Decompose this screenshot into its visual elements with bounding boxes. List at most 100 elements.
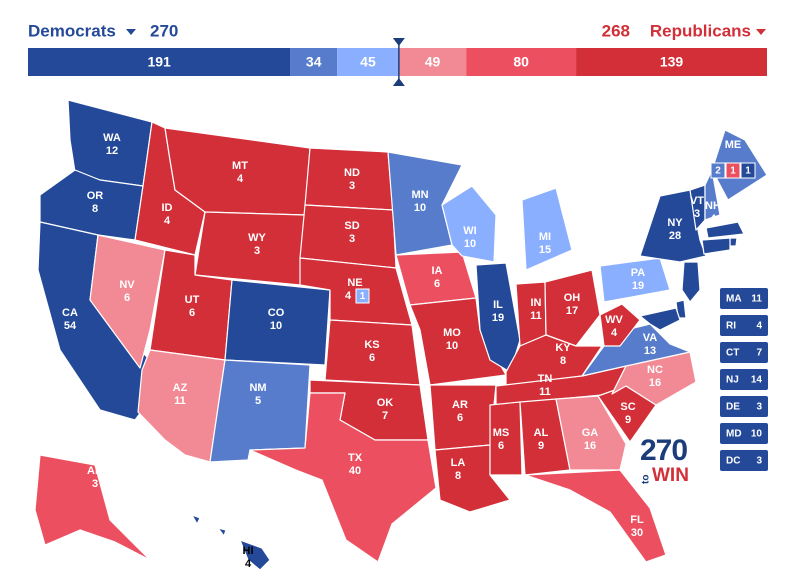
state-ev: 16 <box>649 377 661 389</box>
state[interactable] <box>521 187 573 271</box>
small-state[interactable] <box>639 307 681 331</box>
state-ev: 6 <box>498 440 504 452</box>
small-state-box[interactable] <box>720 396 768 417</box>
rating-value: 139 <box>660 54 684 70</box>
state-label: GA <box>582 427 599 439</box>
state[interactable] <box>194 211 306 286</box>
small-state-box[interactable] <box>720 342 768 363</box>
state-label: IA <box>432 265 443 277</box>
state-label: NM <box>249 382 266 394</box>
state-ev: 3 <box>349 180 355 192</box>
state-label: NC <box>647 364 663 376</box>
state-ev: 5 <box>255 395 261 407</box>
small-state-box[interactable] <box>720 288 768 309</box>
state-ev: 28 <box>669 230 681 242</box>
dropdown-caret[interactable] <box>756 29 766 35</box>
state-label: NY <box>667 217 683 229</box>
state-label: HI <box>243 545 254 557</box>
state[interactable] <box>249 392 437 563</box>
rating-value: 191 <box>147 54 171 70</box>
small-state-ev: 4 <box>756 321 762 332</box>
state[interactable] <box>489 401 523 476</box>
state-ev: 13 <box>644 345 656 357</box>
state-label: UT <box>185 294 200 306</box>
district-box[interactable] <box>355 288 370 304</box>
state[interactable] <box>599 303 641 347</box>
rating-value: 49 <box>425 54 441 70</box>
state[interactable] <box>639 189 707 263</box>
state-label: AL <box>534 427 549 439</box>
state-ev: 8 <box>455 470 461 482</box>
state[interactable] <box>441 185 497 263</box>
state-label: OR <box>87 190 104 202</box>
state[interactable] <box>704 169 721 221</box>
small-state[interactable] <box>701 237 731 255</box>
state-ev: 6 <box>434 278 440 290</box>
state[interactable] <box>89 234 166 369</box>
state-ev: 4 <box>245 558 252 570</box>
state[interactable] <box>524 469 667 563</box>
state-label: OK <box>377 397 394 409</box>
state[interactable] <box>191 514 271 571</box>
small-state[interactable] <box>705 221 745 239</box>
district-box[interactable] <box>710 162 726 179</box>
district-box[interactable] <box>740 162 756 179</box>
logo-number: 270 <box>640 434 687 467</box>
state[interactable] <box>209 359 311 463</box>
district-box[interactable] <box>725 162 741 179</box>
state[interactable] <box>224 279 331 366</box>
rating-segment <box>576 48 767 76</box>
state-label: NH <box>705 200 721 212</box>
state-label: NE <box>347 277 362 289</box>
state-label: AZ <box>173 382 188 394</box>
state-label: MS <box>493 427 510 439</box>
state-ev: 16 <box>584 440 596 452</box>
logo: 270 to WIN <box>640 434 689 486</box>
state-label: IL <box>493 299 503 311</box>
small-state-list: MA 11 RI 4 CT 7 NJ 14 DE 3 MD 10 DC 3 <box>720 288 768 471</box>
small-state-box[interactable] <box>720 450 768 471</box>
small-state-label: MA <box>726 294 742 305</box>
rating-segment <box>398 48 467 76</box>
state[interactable] <box>555 395 627 471</box>
state-ev: 4 <box>164 215 171 227</box>
small-state-box[interactable] <box>720 369 768 390</box>
rating-value: 45 <box>360 54 376 70</box>
small-state-ev: 3 <box>756 402 762 413</box>
left-party[interactable]: Democrats <box>28 21 116 40</box>
rating-value: 80 <box>513 54 529 70</box>
state-ev: 11 <box>530 310 542 322</box>
state-label: WV <box>605 314 623 326</box>
state[interactable] <box>599 257 671 303</box>
state-label: OH <box>564 292 581 304</box>
state-ev: 10 <box>270 320 282 332</box>
small-state-ev: 11 <box>751 294 762 305</box>
state-label: CA <box>62 307 78 319</box>
state-ev: 7 <box>382 410 388 422</box>
small-state-ev: 7 <box>756 348 762 359</box>
logo-word: WIN <box>652 465 689 486</box>
state-label: AR <box>452 399 468 411</box>
state[interactable] <box>34 454 151 561</box>
state-label: LA <box>451 457 466 469</box>
state-ev: 40 <box>349 465 361 477</box>
district-ev: 1 <box>745 166 751 177</box>
state-ev: 4 <box>237 173 244 185</box>
state-ev: 4 <box>710 213 717 225</box>
state-ev: 30 <box>631 527 643 539</box>
small-state-box[interactable] <box>720 423 768 444</box>
state-ev: 3 <box>349 233 355 245</box>
small-state[interactable] <box>681 261 701 303</box>
state-ev: 54 <box>64 320 77 332</box>
state[interactable] <box>544 269 601 347</box>
state-label: WY <box>248 232 266 244</box>
district-ev: 1 <box>360 291 366 302</box>
small-state[interactable] <box>729 237 738 247</box>
small-state-label: RI <box>726 321 736 332</box>
state-ev: 10 <box>414 202 426 214</box>
dropdown-caret[interactable] <box>126 29 136 35</box>
right-party[interactable]: Republicans <box>650 21 751 40</box>
small-state-label: CT <box>726 348 739 359</box>
state-ev: 3 <box>694 208 700 220</box>
small-state-box[interactable] <box>720 315 768 336</box>
